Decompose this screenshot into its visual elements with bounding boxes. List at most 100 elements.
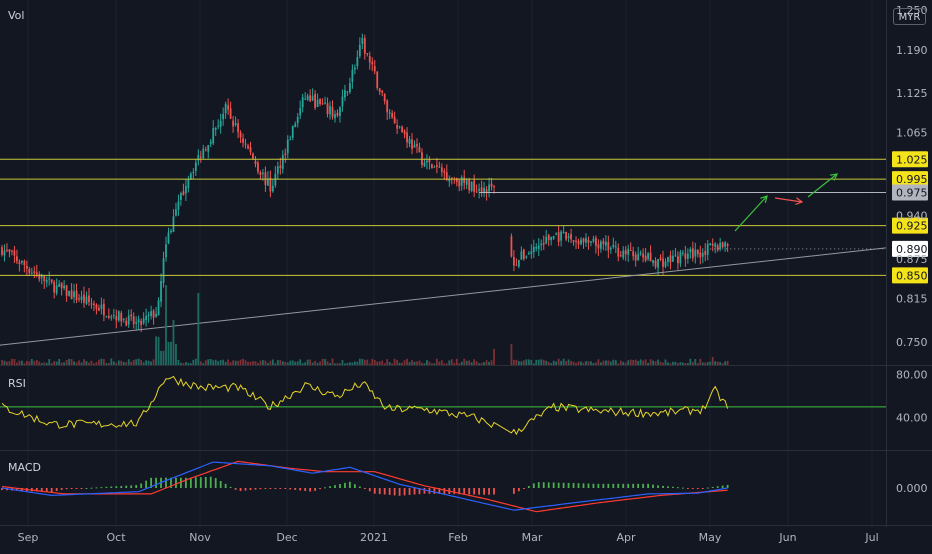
- volume-bar: [368, 363, 371, 365]
- macd-histogram-bar: [90, 487, 93, 489]
- candle: [182, 183, 185, 196]
- candle: [356, 50, 359, 70]
- volume-bar: [294, 361, 297, 365]
- candle: [281, 150, 284, 174]
- candle: [488, 177, 490, 198]
- volume-bar: [632, 359, 635, 365]
- volume-bar: [644, 359, 647, 365]
- candle: [336, 109, 339, 118]
- macd-histogram-bar: [125, 485, 128, 488]
- volume-bar: [669, 363, 672, 365]
- macd-histogram-bar: [170, 477, 172, 488]
- candle-body: [83, 294, 85, 303]
- macd-layer: [1, 460, 729, 513]
- candle-body: [242, 138, 244, 143]
- volume-bar: [304, 362, 307, 365]
- volume-bar: [557, 358, 560, 365]
- candle: [458, 178, 461, 192]
- volume-bar: [105, 363, 108, 365]
- candle: [599, 239, 602, 253]
- candle-body: [647, 253, 649, 260]
- volume-bar: [468, 360, 471, 365]
- candle-body: [709, 243, 712, 246]
- volume-bar: [107, 362, 110, 365]
- volume-bar: [309, 359, 312, 365]
- volume-bar: [147, 360, 150, 365]
- volume-bar: [189, 363, 192, 365]
- candle-body: [197, 154, 200, 161]
- volume-bar: [575, 362, 577, 365]
- candle: [575, 236, 577, 250]
- level-badge-3: [892, 217, 928, 234]
- candle-body: [90, 303, 93, 305]
- volume-bar: [8, 361, 11, 365]
- candle: [18, 259, 21, 272]
- volume-bar: [351, 362, 354, 365]
- volume-bar: [244, 360, 247, 365]
- volume-bar: [704, 362, 707, 365]
- macd-histogram-bar: [294, 488, 297, 490]
- candle-body: [45, 280, 48, 283]
- candle-body: [580, 239, 582, 245]
- volume-bar: [475, 361, 478, 365]
- volume-bar: [68, 358, 70, 365]
- candle-body: [440, 167, 443, 172]
- candle-body: [75, 290, 78, 300]
- candle-body: [28, 269, 31, 273]
- candle: [48, 271, 51, 286]
- candle: [33, 266, 36, 279]
- candle: [704, 243, 707, 262]
- macd-histogram-bar: [637, 483, 640, 488]
- candle-body: [291, 126, 294, 138]
- volume-bar: [237, 360, 239, 365]
- candle: [266, 171, 269, 186]
- candle: [212, 120, 215, 146]
- candle-body: [632, 251, 635, 257]
- currency-badge[interactable]: MYR: [893, 8, 926, 25]
- macd-histogram-bar: [214, 478, 217, 488]
- volume-bar: [629, 359, 632, 365]
- macd-histogram-bar: [329, 486, 331, 488]
- volume-bar: [289, 360, 292, 365]
- volume-bar: [580, 361, 582, 365]
- candle-body: [63, 285, 66, 289]
- volume-bar: [358, 358, 361, 365]
- candle: [622, 246, 625, 260]
- candle: [619, 250, 622, 258]
- volume-bar: [353, 361, 356, 365]
- candle-body: [85, 296, 88, 304]
- time-tick-label: May: [699, 531, 722, 544]
- volume-bar: [40, 363, 43, 365]
- candle-body: [309, 95, 312, 102]
- volume-bar: [520, 361, 523, 365]
- macd-histogram-bar: [418, 488, 421, 495]
- candle-body: [550, 236, 553, 241]
- macd-histogram-bar: [686, 488, 689, 489]
- macd-histogram-bar: [463, 488, 466, 495]
- candle-body: [378, 88, 381, 92]
- candle-body: [694, 249, 697, 257]
- last-price-label: 0.890: [896, 243, 928, 256]
- candle-body: [662, 258, 664, 267]
- candle-body: [557, 232, 560, 242]
- candle: [475, 184, 478, 194]
- candle-body: [165, 244, 167, 258]
- candle: [632, 246, 635, 261]
- candle-body: [192, 171, 195, 174]
- volume-bar: [649, 359, 652, 365]
- candle: [1, 244, 3, 257]
- candle: [406, 127, 408, 149]
- candle: [726, 242, 729, 252]
- candle-body: [458, 180, 461, 187]
- candle: [612, 237, 615, 249]
- candle: [286, 135, 289, 159]
- volume-bar: [85, 361, 88, 365]
- candle-body: [155, 313, 157, 317]
- candle: [207, 144, 210, 159]
- candle-body: [664, 261, 667, 267]
- volume-bar: [276, 360, 279, 365]
- macd-histogram-bar: [314, 488, 317, 491]
- candle-body: [711, 243, 714, 246]
- candle: [102, 298, 105, 322]
